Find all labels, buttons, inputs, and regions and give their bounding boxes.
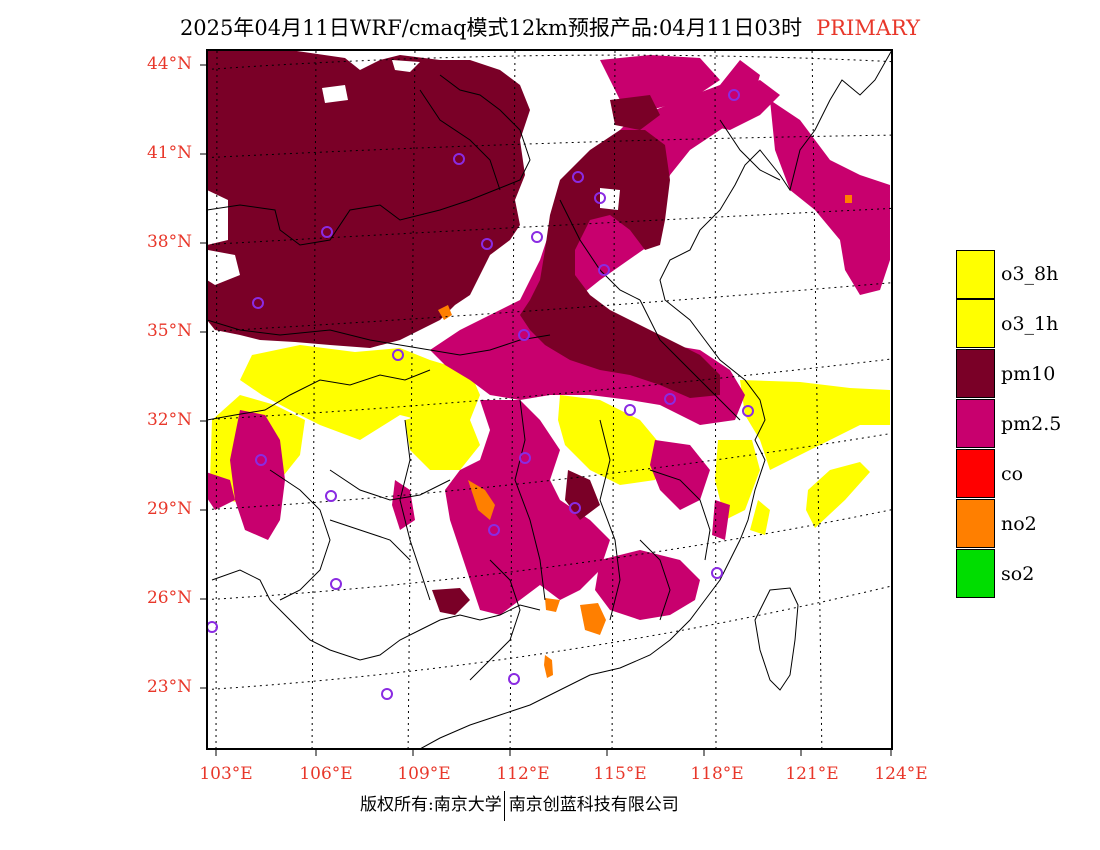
lat-label-38n: 38°N — [146, 232, 192, 252]
legend-label: no2 — [1001, 513, 1037, 535]
legend-swatch — [956, 349, 995, 398]
map-frame — [206, 49, 893, 750]
lat-label-26n: 26°N — [146, 588, 192, 608]
lon-label-109e: 109°E — [397, 764, 451, 784]
legend-item-o3-8h: o3_8h — [956, 249, 1061, 299]
title-tag: PRIMARY — [816, 16, 921, 40]
legend-label: so2 — [1001, 563, 1035, 585]
title-main: 2025年04月11日WRF/cmaq模式12km预报产品:04月11日03时 — [179, 16, 803, 40]
legend-label: pm10 — [1001, 363, 1056, 385]
legend-swatch — [956, 499, 995, 548]
no2-regions — [438, 195, 852, 678]
legend-item-pm10: pm10 — [956, 349, 1061, 399]
legend-swatch — [956, 449, 995, 498]
footer-credits: 版权所有:南京大学 南京创蓝科技有限公司 — [360, 790, 679, 821]
legend-item-o3-1h: o3_1h — [956, 299, 1061, 349]
lat-label-41n: 41°N — [146, 143, 192, 163]
station-markers — [207, 89, 754, 700]
pollutant-legend: o3_8h o3_1h pm10 pm2.5 co no2 so2 — [956, 249, 1061, 599]
legend-label: co — [1001, 463, 1024, 485]
boundaries — [207, 50, 892, 749]
lat-label-32n: 32°N — [146, 410, 192, 430]
legend-item-co: co — [956, 449, 1061, 499]
lon-label-106e: 106°E — [299, 764, 353, 784]
o3-regions — [210, 345, 890, 555]
lon-label-112e: 112°E — [496, 764, 550, 784]
lat-label-35n: 35°N — [146, 321, 192, 341]
legend-swatch — [956, 549, 995, 598]
lat-label-44n: 44°N — [146, 54, 192, 74]
clear-gaps — [207, 60, 620, 285]
lon-label-118e: 118°E — [690, 764, 744, 784]
legend-item-no2: no2 — [956, 499, 1061, 549]
map-title: 2025年04月11日WRF/cmaq模式12km预报产品:04月11日03时 P… — [0, 12, 1100, 42]
legend-label: o3_1h — [1001, 313, 1059, 335]
legend-label: o3_8h — [1001, 263, 1059, 285]
legend-swatch — [956, 249, 995, 299]
map-area — [207, 50, 892, 749]
axis-ticks — [200, 64, 892, 756]
lat-label-23n: 23°N — [146, 677, 192, 697]
lon-label-121e: 121°E — [785, 764, 839, 784]
lon-label-103e: 103°E — [199, 764, 253, 784]
legend-swatch — [956, 299, 995, 348]
pm10-regions — [207, 50, 720, 615]
legend-item-pm25: pm2.5 — [956, 399, 1061, 449]
footer-copyright: 版权所有:南京大学 — [360, 795, 502, 815]
footer-divider — [503, 790, 505, 821]
lon-label-124e: 124°E — [874, 764, 928, 784]
legend-label: pm2.5 — [1001, 413, 1062, 435]
lat-label-29n: 29°N — [146, 499, 192, 519]
legend-item-so2: so2 — [956, 549, 1061, 599]
lon-label-115e: 115°E — [593, 764, 647, 784]
footer-company: 南京创蓝科技有限公司 — [508, 795, 679, 815]
legend-swatch — [956, 399, 995, 448]
